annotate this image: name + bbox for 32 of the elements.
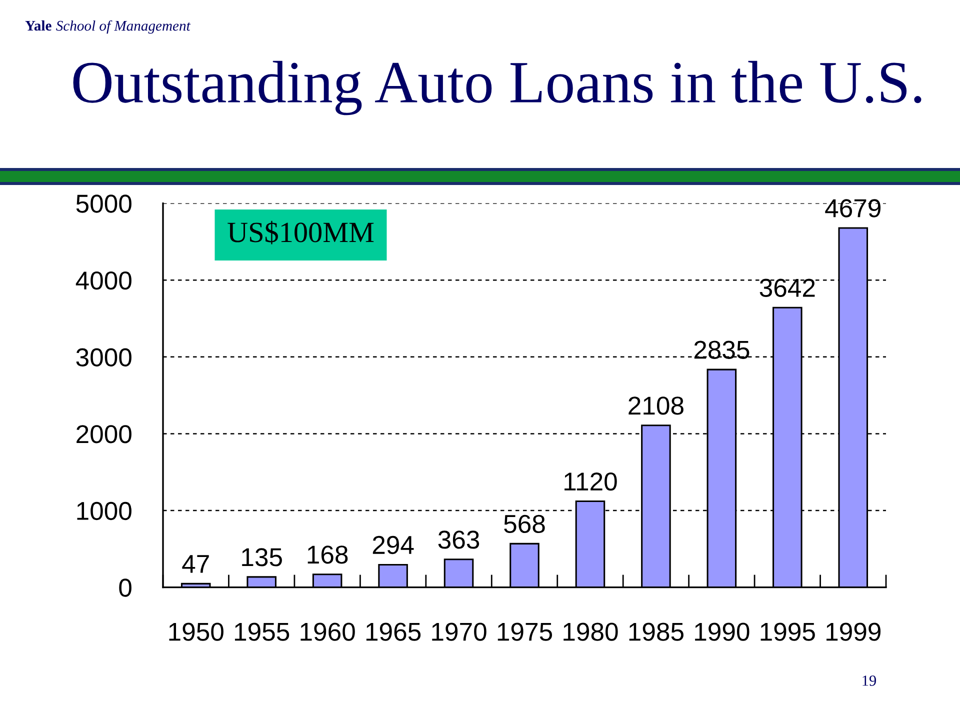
y-tick-label: 5000: [76, 194, 132, 213]
x-tick-label: 1985: [629, 622, 684, 641]
x-tick-label: 1955: [234, 622, 290, 641]
y-tick-label: 3000: [76, 348, 132, 366]
x-tick-label: 1970: [432, 622, 486, 641]
data-label: 2835: [694, 340, 750, 359]
x-tick-label: 1995: [760, 622, 815, 641]
x-tick-label: 1950: [169, 622, 224, 641]
x-tick-label: 1965: [366, 622, 421, 641]
data-label: 47: [182, 555, 209, 573]
y-tick-label: 4000: [76, 271, 132, 290]
y-tick-label: 1000: [77, 502, 132, 520]
data-label: 294: [372, 536, 414, 554]
x-tick-label: 1960: [300, 622, 355, 641]
data-label: 135: [242, 548, 282, 566]
y-tick-label: 2000: [76, 425, 132, 444]
text: 19: [862, 676, 876, 686]
text: Yale School of Management: [25, 20, 191, 34]
data-label: 4679: [825, 199, 880, 218]
x-tick-label: 1990: [695, 622, 750, 641]
x-tick-label: 1980: [564, 622, 618, 641]
x-tick-label: 1975: [498, 622, 552, 641]
data-label: 168: [308, 546, 348, 564]
data-label: 1120: [564, 472, 617, 491]
y-tick-label: 0: [119, 578, 132, 597]
data-label: 568: [504, 514, 545, 534]
x-tick-label: 1999: [826, 622, 880, 641]
data-label: 2108: [628, 396, 684, 415]
data-label: 3642: [760, 278, 815, 297]
data-label: 363: [438, 530, 480, 549]
chart-title: Outstanding Auto Loans in the U.S.: [73, 60, 922, 116]
y-axis-title: US$100MM: [228, 220, 374, 244]
